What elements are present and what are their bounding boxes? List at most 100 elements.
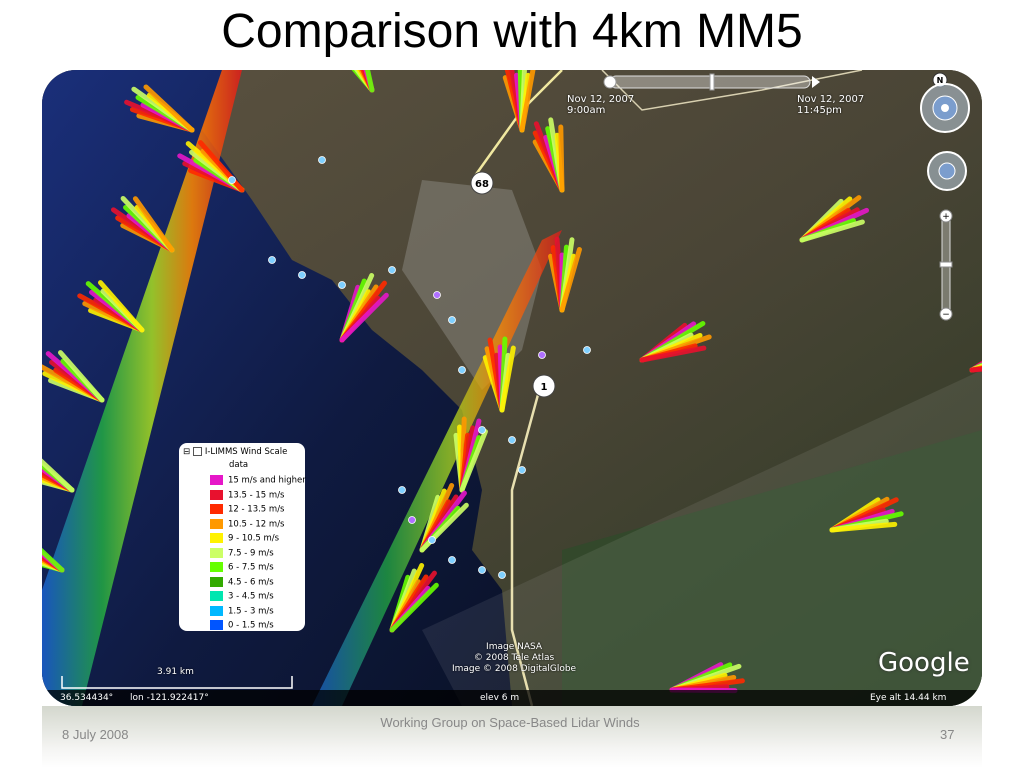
wind-barb bbox=[143, 84, 195, 133]
time-end: Nov 12, 2007 11:45pm bbox=[797, 94, 864, 116]
legend-item: 3 - 4.5 m/s bbox=[210, 591, 274, 603]
station-marker[interactable] bbox=[448, 316, 456, 324]
station-marker[interactable] bbox=[398, 486, 406, 494]
collapse-icon[interactable]: ⊟ bbox=[183, 447, 191, 457]
wind-barb bbox=[558, 124, 565, 193]
time-start: Nov 12, 2007 9:00am bbox=[567, 94, 634, 116]
legend-swatch bbox=[210, 533, 223, 543]
station-marker[interactable] bbox=[318, 156, 326, 164]
wind-scale-legend: ⊟ I-LIMMS Wind Scale data 15 m/s and hig… bbox=[179, 443, 306, 632]
time-start-time: 9:00am bbox=[567, 105, 606, 116]
credit-digitalglobe: Image © 2008 DigitalGlobe bbox=[452, 664, 577, 674]
wind-barb bbox=[499, 345, 516, 413]
station-marker[interactable] bbox=[298, 271, 306, 279]
station-marker[interactable] bbox=[478, 566, 486, 574]
legend-item: 7.5 - 9 m/s bbox=[210, 547, 274, 560]
station-marker[interactable] bbox=[338, 281, 346, 289]
zoom-in-icon[interactable] bbox=[939, 209, 953, 223]
time-start-date: Nov 12, 2007 bbox=[567, 94, 635, 105]
time-slider-handle[interactable] bbox=[709, 73, 715, 91]
legend-label: 13.5 - 15 m/s bbox=[228, 490, 285, 500]
zoom-handle[interactable] bbox=[939, 261, 953, 268]
legend-swatch bbox=[210, 576, 223, 587]
legend-item: 10.5 - 12 m/s bbox=[210, 518, 285, 531]
legend-swatch bbox=[210, 620, 223, 630]
legend-swatch bbox=[210, 562, 223, 572]
highway-68-label: 68 bbox=[475, 179, 489, 190]
credit-nasa: Image NASA bbox=[486, 642, 543, 652]
status-longitude: lon -121.922417° bbox=[130, 693, 209, 703]
legend-checkbox[interactable] bbox=[192, 447, 202, 456]
status-eye-altitude: Eye alt 14.44 km bbox=[870, 693, 947, 703]
wind-barb-fans bbox=[42, 70, 982, 694]
zoom-slider[interactable]: + − bbox=[939, 209, 953, 321]
wind-barb bbox=[42, 458, 75, 493]
legend-label: 12 - 13.5 m/s bbox=[228, 504, 285, 515]
move-joystick-icon[interactable] bbox=[927, 151, 967, 191]
station-marker[interactable] bbox=[538, 351, 546, 359]
time-slider[interactable] bbox=[603, 73, 820, 91]
legend-label: 0 - 1.5 m/s bbox=[228, 620, 274, 631]
wind-barb bbox=[364, 70, 375, 93]
wind-barb bbox=[42, 547, 65, 573]
legend-item: 6 - 7.5 m/s bbox=[210, 562, 274, 574]
play-icon[interactable] bbox=[812, 76, 820, 88]
station-marker[interactable] bbox=[458, 366, 466, 374]
legend-label: 1.5 - 3 m/s bbox=[228, 606, 274, 616]
legend-item: 13.5 - 15 m/s bbox=[210, 489, 285, 502]
station-marker[interactable] bbox=[428, 536, 436, 544]
station-marker[interactable] bbox=[228, 176, 236, 184]
station-marker[interactable] bbox=[433, 291, 441, 299]
wind-barb bbox=[389, 582, 439, 633]
transparent-overlay bbox=[422, 370, 982, 706]
time-slider-start-handle[interactable] bbox=[603, 75, 617, 89]
legend-swatch bbox=[210, 504, 223, 514]
legend-label: 6 - 7.5 m/s bbox=[228, 562, 274, 573]
time-end-time: 11:45pm bbox=[797, 105, 842, 116]
legend-label: 10.5 - 12 m/s bbox=[228, 519, 285, 529]
road-1 bbox=[510, 379, 544, 706]
wind-barb bbox=[519, 70, 536, 133]
legend-subtitle: data bbox=[229, 460, 249, 470]
legend-header[interactable]: ⊟ I-LIMMS Wind Scale bbox=[183, 447, 287, 457]
station-marker[interactable] bbox=[388, 266, 396, 274]
station-marker[interactable] bbox=[408, 516, 416, 524]
status-elevation: elev 6 m bbox=[480, 693, 520, 703]
image-credits: Image NASA © 2008 Tele Atlas Image © 200… bbox=[452, 642, 576, 675]
station-marker[interactable] bbox=[498, 571, 506, 579]
map-viewport[interactable]: 68 1 N + bbox=[42, 70, 982, 706]
look-joystick-icon[interactable] bbox=[920, 83, 970, 133]
legend-label: 7.5 - 9 m/s bbox=[228, 548, 274, 558]
model-curtain-left bbox=[42, 70, 242, 706]
station-marker[interactable] bbox=[583, 346, 591, 354]
legend-swatch bbox=[210, 591, 223, 601]
station-marker[interactable] bbox=[448, 556, 456, 564]
station-marker[interactable] bbox=[508, 436, 516, 444]
footer-center: Working Group on Space-Based Lidar Winds bbox=[380, 715, 640, 730]
legend-item: 4.5 - 6 m/s bbox=[210, 576, 274, 589]
wind-barb bbox=[799, 219, 865, 243]
credit-tele-atlas: © 2008 Tele Atlas bbox=[473, 653, 555, 663]
legend-label: 9 - 10.5 m/s bbox=[228, 533, 280, 544]
footer-date: 8 July 2008 bbox=[62, 727, 129, 742]
station-marker[interactable] bbox=[518, 466, 526, 474]
scale-label: 3.91 km bbox=[157, 667, 194, 677]
legend-swatch bbox=[210, 605, 223, 616]
status-bar: 36.534434° lon -121.922417° elev 6 m Eye… bbox=[42, 690, 982, 706]
legend-swatch bbox=[210, 518, 223, 529]
svg-text:N: N bbox=[937, 76, 944, 85]
highway-68-shield: 68 bbox=[470, 171, 494, 195]
wind-barb bbox=[339, 292, 389, 343]
zoom-out-icon[interactable] bbox=[939, 307, 953, 321]
legend-item: 15 m/s and higher bbox=[210, 475, 306, 487]
page-number: 37 bbox=[940, 727, 955, 742]
legend-item: 0 - 1.5 m/s bbox=[210, 620, 274, 632]
station-marker[interactable] bbox=[268, 256, 276, 264]
svg-text:−: − bbox=[942, 310, 950, 320]
svg-text:+: + bbox=[942, 212, 950, 222]
slide-title: Comparison with 4km MM5 bbox=[221, 5, 803, 58]
wind-barb bbox=[132, 196, 175, 253]
highway-1-shield: 1 bbox=[532, 374, 556, 398]
legend-swatch bbox=[210, 547, 223, 558]
station-marker[interactable] bbox=[478, 426, 486, 434]
